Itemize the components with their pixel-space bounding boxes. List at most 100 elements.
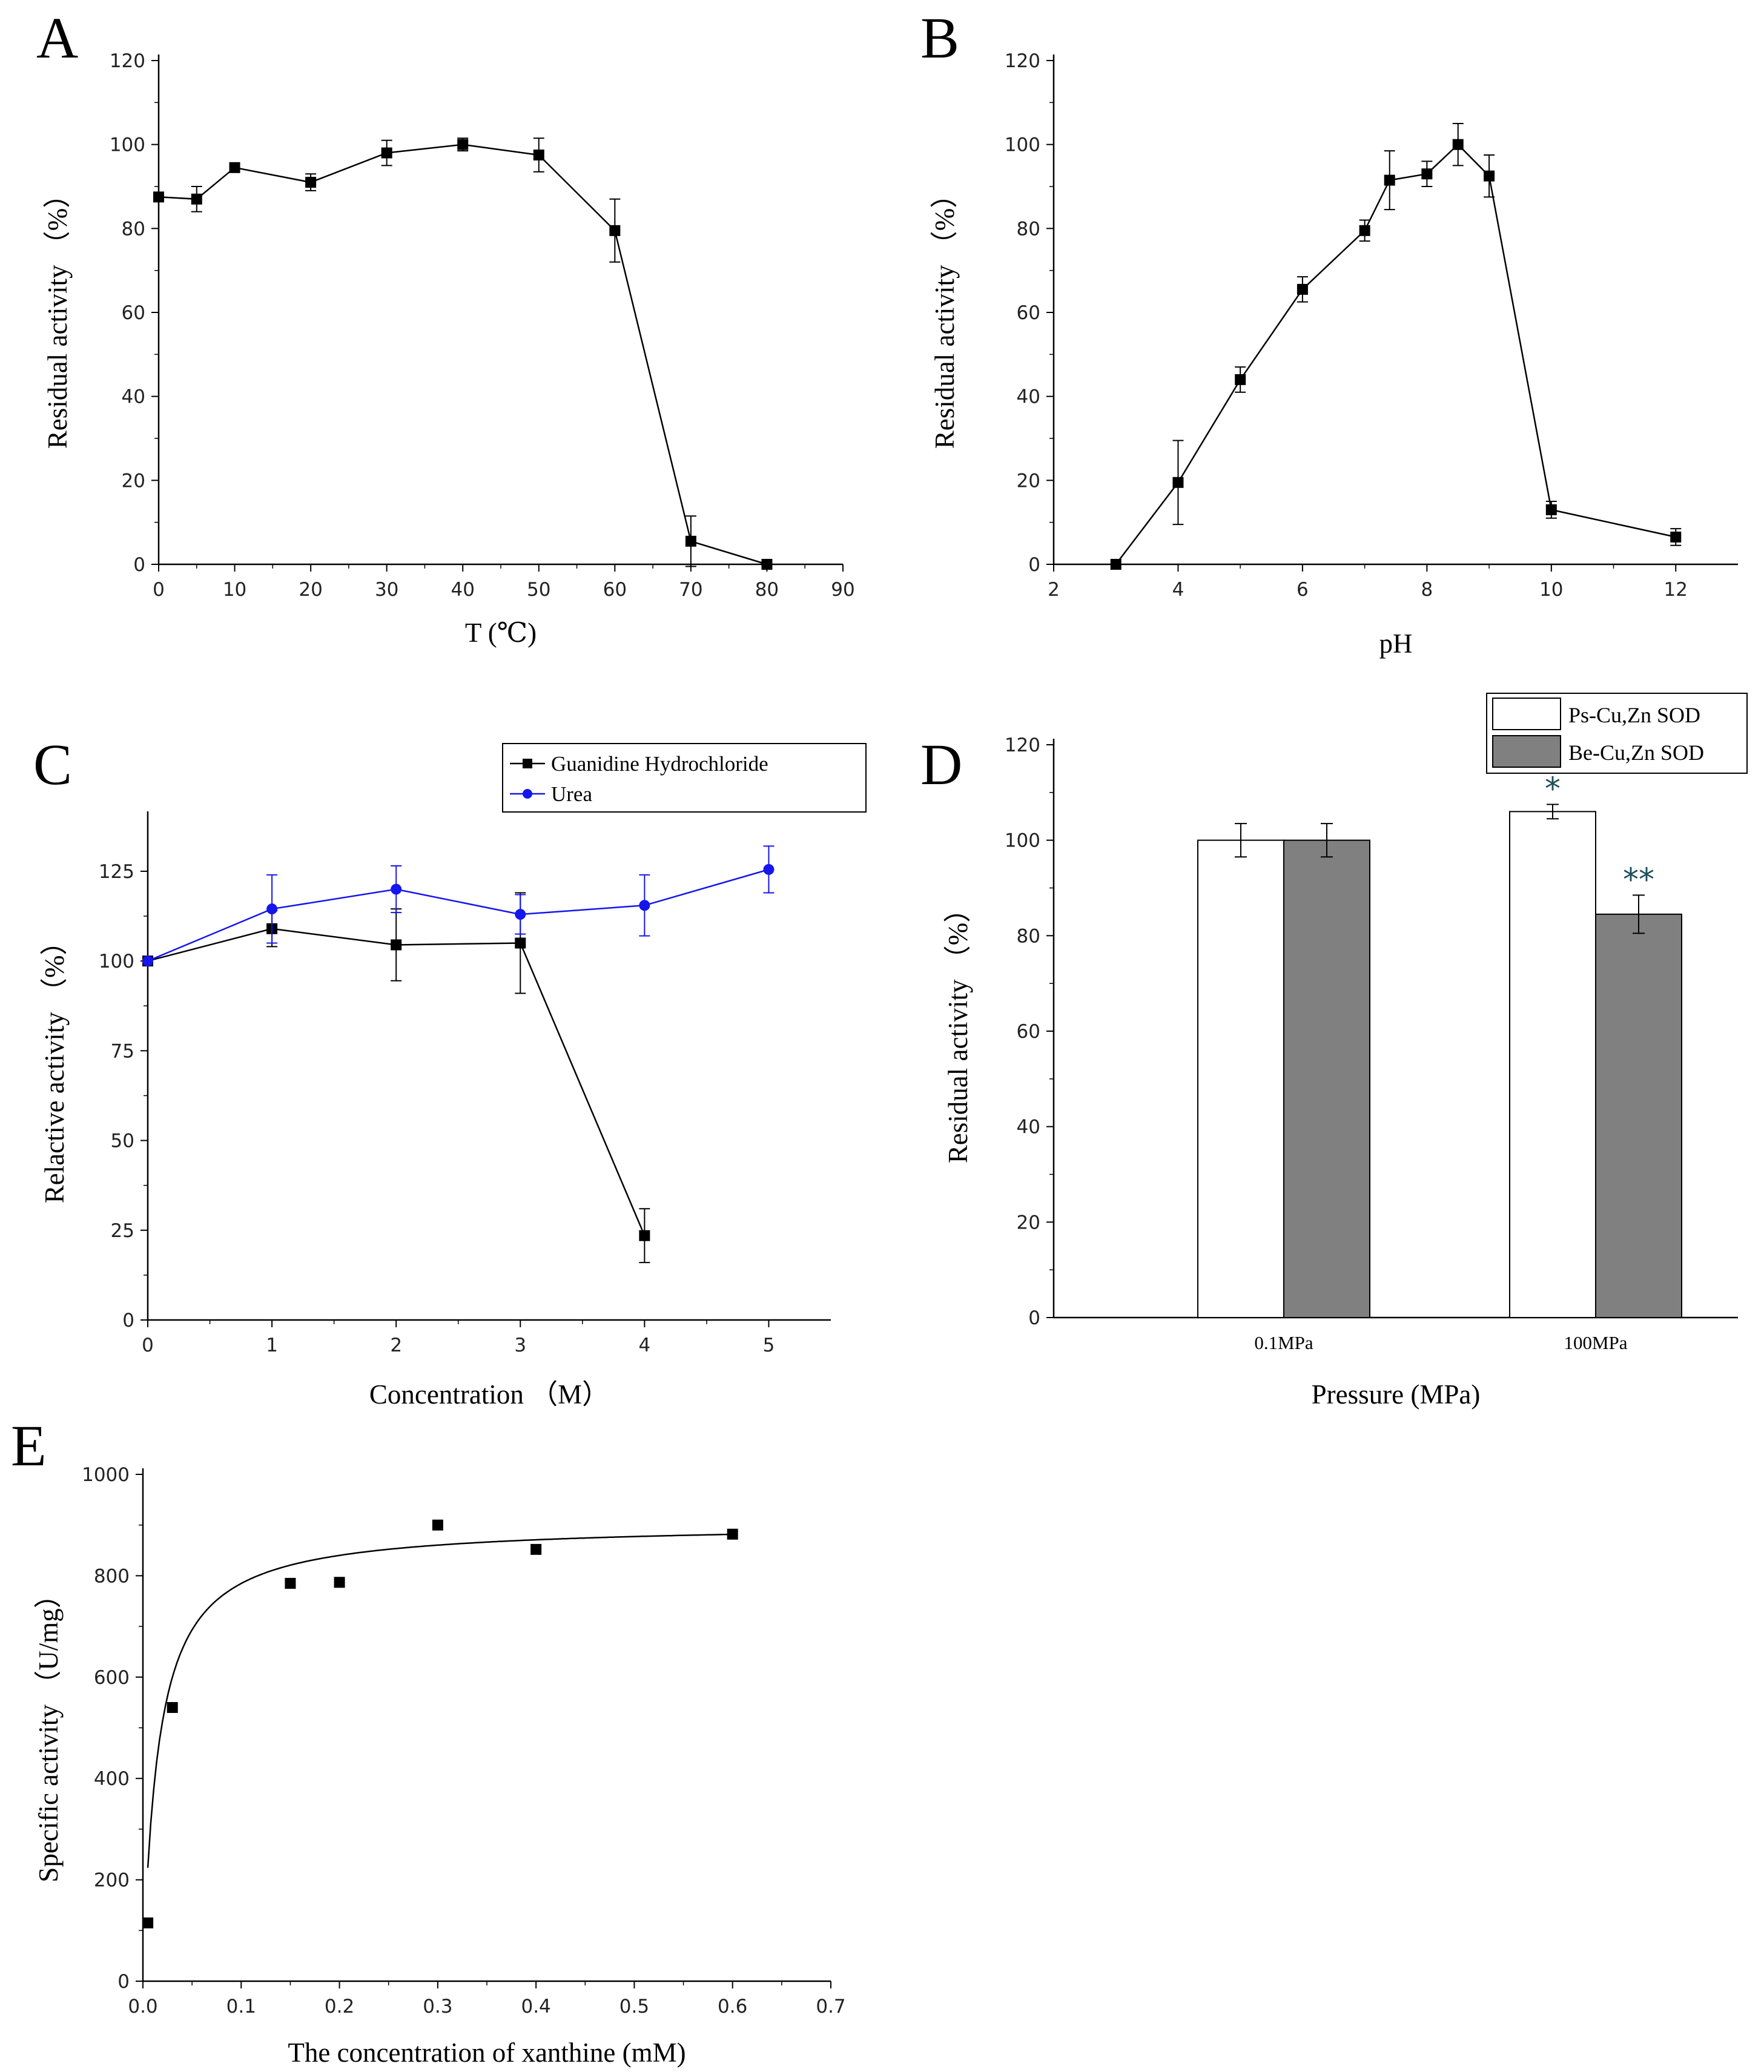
x-tick-label: 1 <box>266 1335 278 1356</box>
y-axis-label: Relactive activity （%） <box>39 928 70 1204</box>
x-tick-label: 70 <box>679 579 702 601</box>
legend-label: Urea <box>551 782 592 806</box>
x-tick-label: 2 <box>1048 579 1060 601</box>
x-tick-label: 30 <box>375 579 398 601</box>
y-tick-label: 60 <box>1017 1021 1040 1043</box>
y-tick-label: 120 <box>110 50 145 72</box>
y-tick-label: 60 <box>122 302 145 324</box>
y-tick-label: 0 <box>122 1310 134 1331</box>
data-point <box>229 162 240 173</box>
x-axis-label: T (℃) <box>465 618 537 648</box>
y-axis-label: Specific activity （U/mg） <box>33 1581 64 1882</box>
x-tick-label: 0 <box>142 1335 154 1356</box>
data-point <box>142 955 153 967</box>
data-point <box>515 909 526 920</box>
panel-letter-B: B <box>920 5 959 70</box>
data-point <box>266 903 278 915</box>
panel-B: B 0 20 40 60 80 100 120 pH Residual activity （%） 2… <box>920 5 1738 659</box>
data-point <box>639 1230 650 1241</box>
y-tick-label: 125 <box>99 861 134 883</box>
y-tick-label: 0 <box>133 554 145 576</box>
bar <box>1197 839 1284 1318</box>
x-tick-label: 2 <box>390 1335 402 1356</box>
panel-letter-D: D <box>920 732 962 797</box>
data-point <box>761 559 773 570</box>
legend-marker <box>523 789 532 799</box>
bar-series-0: * <box>1197 771 1596 1319</box>
fit-curve <box>147 1533 733 1868</box>
x-category-label: 0.1MPa <box>1254 1332 1313 1353</box>
data-point <box>1670 531 1682 543</box>
panel-letter-C: C <box>33 732 72 797</box>
x-tick-label: 4 <box>1172 579 1184 601</box>
x-tick-label: 5 <box>763 1335 775 1356</box>
y-tick-label: 60 <box>1017 302 1040 324</box>
x-tick-label: 0.2 <box>325 1996 354 2018</box>
data-point <box>685 535 696 547</box>
bar <box>1283 839 1370 1318</box>
data-point <box>153 191 164 203</box>
y-tick-label: 100 <box>99 951 134 972</box>
data-point <box>1172 477 1184 488</box>
y-tick-label: 75 <box>111 1040 134 1062</box>
y-tick-label: 100 <box>1005 830 1040 852</box>
y-tick-label: 80 <box>122 218 145 240</box>
series-residual-activity <box>1110 123 1682 570</box>
data-point <box>1110 559 1121 570</box>
bar <box>1509 811 1596 1319</box>
x-tick-label: 0.5 <box>619 1996 649 2018</box>
x-tick-label: 0.3 <box>423 1996 452 2018</box>
x-tick-label: 8 <box>1421 579 1433 601</box>
x-tick-label: 0.7 <box>816 1996 845 2018</box>
data-point <box>1545 504 1557 515</box>
data-point <box>530 1543 542 1555</box>
data-point <box>191 193 202 205</box>
panel-letter-E: E <box>11 1413 47 1478</box>
data-point <box>142 1917 154 1928</box>
y-tick-label: 800 <box>94 1565 130 1587</box>
data-point <box>1359 225 1370 236</box>
y-tick-label: 0 <box>117 1971 130 1993</box>
data-point <box>1384 174 1395 186</box>
data-point <box>1421 168 1433 180</box>
x-axis-label: Pressure (MPa) <box>1312 1379 1481 1410</box>
y-tick-label: 0 <box>1028 554 1040 576</box>
series-line <box>147 868 769 962</box>
data-point <box>391 939 402 951</box>
legend-swatch <box>1492 698 1561 730</box>
x-tick-label: 4 <box>638 1335 650 1356</box>
y-tick-label: 120 <box>1005 734 1040 756</box>
y-tick-label: 600 <box>94 1667 130 1689</box>
x-tick-label: 20 <box>299 579 322 601</box>
x-tick-label: 0.0 <box>128 1996 157 2018</box>
x-tick-label: 0.1 <box>226 1996 256 2018</box>
x-tick-label: 12 <box>1664 579 1688 601</box>
data-point <box>167 1702 178 1714</box>
y-tick-label: 40 <box>1017 386 1040 408</box>
y-tick-label: 100 <box>110 134 145 156</box>
legend-label: Be-Cu,Zn SOD <box>1568 741 1704 765</box>
legend-label: Guanidine Hydrochloride <box>551 752 768 776</box>
data-point <box>763 863 775 875</box>
x-tick-label: 10 <box>1539 579 1563 601</box>
x-axis-label: The concentration of xanthine (mM) <box>288 2037 685 2068</box>
y-tick-label: 120 <box>1005 50 1040 72</box>
data-point <box>432 1519 443 1531</box>
y-tick-label: 80 <box>1017 925 1040 947</box>
data-point <box>285 1577 296 1589</box>
data-point <box>305 177 317 188</box>
series-line <box>1115 143 1676 565</box>
y-tick-label: 20 <box>1017 1212 1040 1233</box>
x-axis-label: pH <box>1379 629 1413 659</box>
x-tick-label: 40 <box>451 579 474 601</box>
x-tick-label: 50 <box>527 579 550 601</box>
y-tick-label: 40 <box>1017 1117 1040 1138</box>
y-tick-label: 20 <box>122 470 145 492</box>
y-tick-label: 25 <box>111 1220 134 1242</box>
x-tick-label: 10 <box>223 579 246 601</box>
data-point <box>727 1528 738 1540</box>
x-tick-label: 0.6 <box>718 1996 747 2018</box>
x-tick-label: 60 <box>603 579 627 601</box>
y-axis-label: Residual activity （%） <box>943 896 973 1163</box>
